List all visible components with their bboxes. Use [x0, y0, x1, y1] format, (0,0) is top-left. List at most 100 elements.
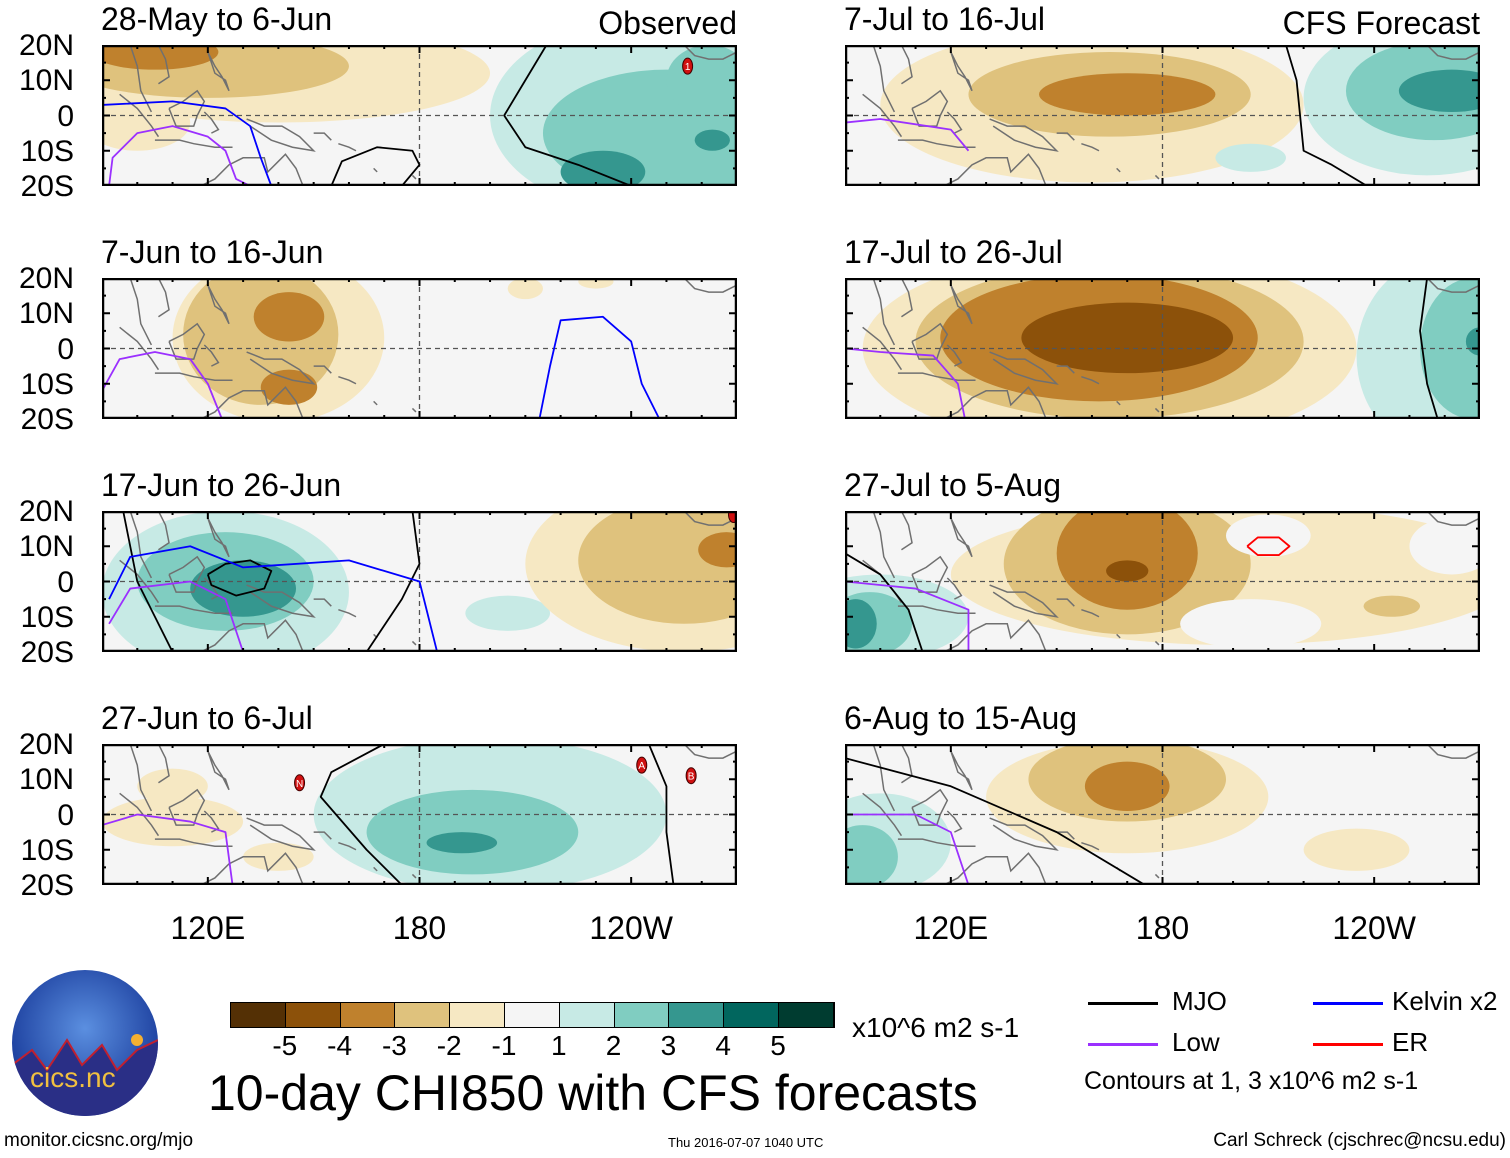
- coastline: [872, 278, 896, 346]
- chi-anomaly-region: [137, 768, 208, 804]
- footer-author: Carl Schreck (cjschrec@ncsu.edu): [1213, 1130, 1506, 1151]
- chi-anomaly-region: [102, 94, 191, 151]
- coastline: [897, 838, 976, 847]
- lon-tick-label: 120E: [170, 910, 246, 946]
- chi-anomaly-region: [1409, 518, 1480, 575]
- coastline: [119, 93, 160, 138]
- colorbar-tick-label: -4: [327, 1030, 353, 1061]
- svg-text:N: N: [296, 779, 303, 790]
- coastline: [1426, 744, 1480, 759]
- coastline: [900, 45, 913, 85]
- coastline: [203, 111, 220, 134]
- chi-anomaly-region: [698, 532, 737, 568]
- lon-tick-label: 180: [1135, 910, 1190, 946]
- low-legend-label: Low: [1172, 1027, 1220, 1057]
- footer-timestamp: Thu 2016-07-07 1040 UTC: [668, 1135, 824, 1150]
- coastline: [950, 284, 973, 325]
- coastline: [1426, 511, 1480, 526]
- coastline: [154, 372, 233, 381]
- coastline: [872, 45, 896, 113]
- coastline: [1154, 873, 1160, 879]
- lon-tick-label: 180: [392, 910, 447, 946]
- chi-anomaly-region: [1084, 761, 1170, 811]
- panel-title: 28-May to 6-Jun: [101, 1, 333, 37]
- coastline: [683, 744, 737, 759]
- lat-tick-label: 10S: [20, 134, 74, 168]
- panel-frame: [845, 278, 1480, 419]
- er-legend-line: [1313, 1043, 1383, 1046]
- svg-text:1: 1: [685, 62, 691, 73]
- coastline: [911, 322, 949, 360]
- colorbar-units: x10^6 m2 s-1: [852, 1012, 1020, 1043]
- colorbar-tick-label: 4: [715, 1030, 731, 1061]
- chi-anomaly-region: [1226, 514, 1311, 557]
- map-panel: [845, 45, 1480, 186]
- coastline: [989, 584, 1059, 618]
- coastline: [207, 517, 230, 558]
- coastline: [897, 139, 976, 148]
- panel-frame: [102, 45, 737, 186]
- coastline: [168, 322, 206, 360]
- chi-anomaly-region: [1039, 73, 1216, 116]
- chi-anomaly-region: [1215, 143, 1286, 172]
- coastline: [313, 598, 332, 607]
- lat-tick-label: 10N: [18, 530, 74, 564]
- colorbar-swatch: [724, 1003, 779, 1027]
- lon-tick-label: 120W: [1332, 910, 1416, 946]
- footer-url: monitor.cicsnc.org/mjo: [4, 1130, 194, 1151]
- er-legend-label: ER: [1392, 1027, 1429, 1057]
- low-contour: [845, 347, 966, 419]
- lon-tick-label: 120E: [913, 910, 989, 946]
- coastline: [154, 605, 233, 614]
- coastline: [1154, 407, 1160, 413]
- colorbar-tick-label: 1: [551, 1030, 567, 1061]
- kelvin-contour: [108, 545, 439, 652]
- colorbar: [230, 1002, 835, 1028]
- lat-tick-label: 0: [57, 798, 74, 832]
- coastline: [950, 750, 973, 791]
- mjo-contour: [206, 559, 273, 597]
- coastline: [989, 817, 1059, 851]
- chi-anomaly-region: [1363, 595, 1421, 617]
- colorbar-swatch: [340, 1003, 396, 1027]
- low-contour: [102, 813, 234, 885]
- coastline: [119, 326, 160, 371]
- kelvin-legend-line: [1313, 1002, 1383, 1005]
- map-panel: N A B: [102, 744, 737, 885]
- chi-anomaly-region: [694, 129, 730, 151]
- colorbar-swatch: [450, 1003, 505, 1027]
- lat-tick-label: 10S: [20, 833, 74, 867]
- coastline: [683, 45, 737, 60]
- panel-title: 27-Jun to 6-Jul: [101, 700, 313, 736]
- lat-tick-label: 20N: [18, 495, 74, 528]
- coastline: [313, 365, 332, 374]
- coastline: [246, 584, 316, 618]
- panel-title: 17-Jul to 26-Jul: [844, 234, 1063, 270]
- coastline: [119, 559, 160, 604]
- logo-text: cics.nc: [30, 1062, 116, 1093]
- logo-mountains: [12, 1034, 158, 1116]
- panel-title: 17-Jun to 26-Jun: [101, 467, 342, 503]
- coastline: [154, 838, 233, 847]
- chi-anomaly-region: [1180, 599, 1322, 649]
- mjo-contour: [1419, 278, 1439, 419]
- coastline: [373, 400, 378, 406]
- mjo-legend-label: MJO: [1172, 986, 1227, 1016]
- map-panel: [845, 744, 1480, 885]
- lat-tick-label: 20S: [20, 403, 74, 436]
- panel-label: CFS Forecast: [1282, 5, 1480, 41]
- map-panel: [102, 278, 737, 419]
- coastline: [1116, 400, 1121, 406]
- kelvin-legend-label: Kelvin x2: [1392, 986, 1498, 1016]
- coastline: [1081, 608, 1100, 618]
- chi-anomaly-region: [1398, 69, 1480, 112]
- colorbar-swatch: [559, 1003, 615, 1027]
- panel-frame: [845, 511, 1480, 652]
- coastline: [411, 174, 417, 180]
- mjo-legend-line: [1088, 1002, 1158, 1005]
- coastline: [157, 278, 170, 318]
- coastline: [897, 372, 976, 381]
- chi-anomaly-region: [845, 825, 898, 885]
- coastline: [338, 608, 357, 618]
- colorbar-swatch: [669, 1003, 725, 1027]
